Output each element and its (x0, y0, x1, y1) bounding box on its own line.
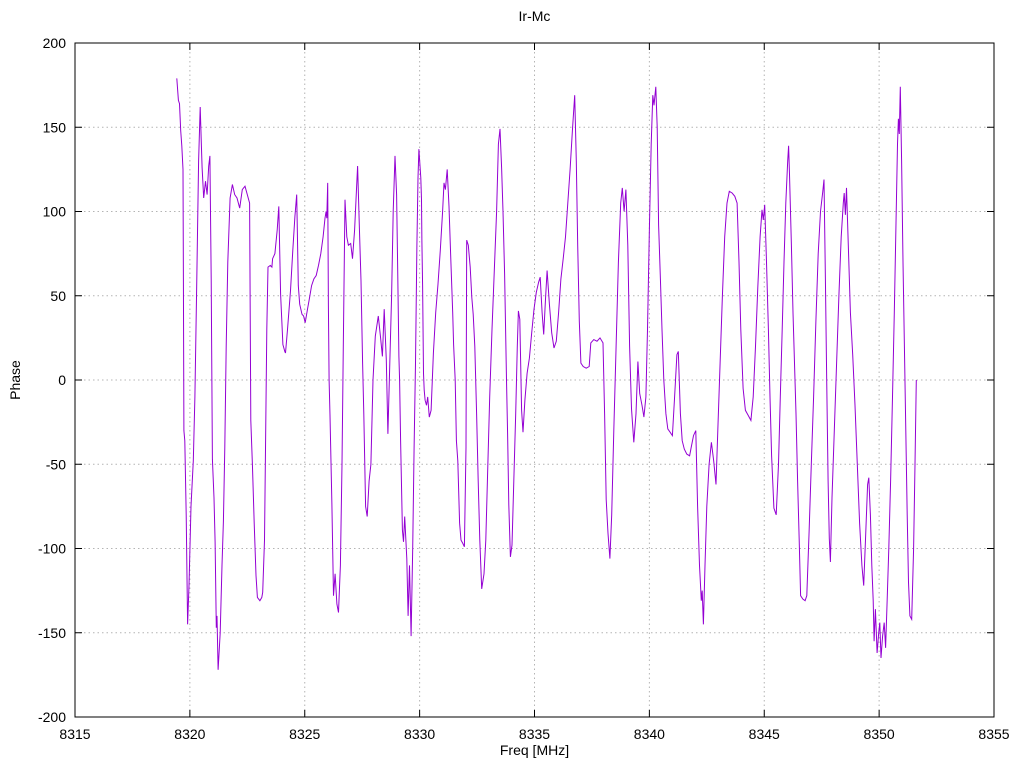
y-tick-label: 0 (58, 372, 66, 388)
y-tick-label: -150 (38, 625, 66, 641)
x-tick-labels: 8315 8320 8325 8330 8335 8340 8345 8350 8355 (59, 726, 1009, 742)
y-tick-labels: -200 -150 -100 -50 0 50 100 150 200 (38, 35, 66, 725)
x-tick-label: 8325 (289, 726, 320, 742)
y-tick-label: -100 (38, 541, 66, 557)
plot-border (74, 42, 995, 718)
y-tick-label: 200 (43, 35, 67, 51)
x-tick-label: 8315 (59, 726, 90, 742)
x-tick-label: 8350 (864, 726, 895, 742)
y-tick-label: 100 (43, 204, 67, 220)
y-tick-label: -50 (46, 456, 66, 472)
x-tick-label: 8330 (404, 726, 435, 742)
y-tick-label: -200 (38, 709, 66, 725)
x-tick-label: 8355 (978, 726, 1009, 742)
x-tick-label: 8320 (174, 726, 205, 742)
phase-trace (176, 78, 917, 670)
gridlines (75, 43, 994, 717)
x-axis-label: Freq [MHz] (500, 742, 569, 758)
y-tick-label: 150 (43, 119, 67, 135)
chart-title: Ir-Mc (519, 8, 551, 24)
x-tick-label: 8340 (634, 726, 665, 742)
x-tick-label: 8345 (749, 726, 780, 742)
y-tick-label: 50 (50, 288, 66, 304)
x-tick-label: 8335 (519, 726, 550, 742)
y-axis-label: Phase (7, 360, 23, 400)
